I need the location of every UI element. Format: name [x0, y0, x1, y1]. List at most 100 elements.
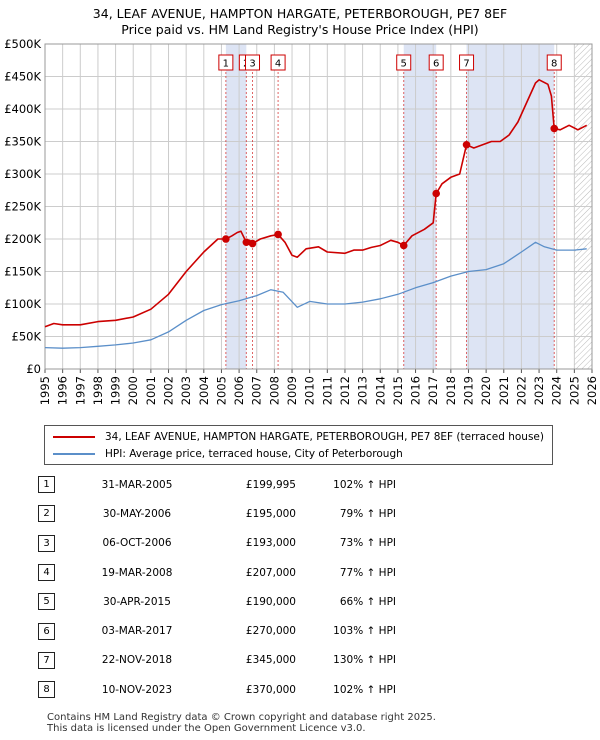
- table-row: 7 22-NOV-2018 £345,000 130% ↑ HPI: [38, 646, 396, 675]
- legend-label-hpi: HPI: Average price, terraced house, City…: [105, 448, 403, 460]
- legend-item-hpi: HPI: Average price, terraced house, City…: [53, 446, 403, 462]
- sale-hpi-change: 102% ↑ HPI: [333, 478, 396, 491]
- sale-label-box-7: [459, 54, 475, 71]
- x-tick-label: 2011: [320, 376, 334, 405]
- sale-hpi-change: 66% ↑ HPI: [339, 595, 396, 608]
- sale-point-7: [462, 140, 471, 149]
- sale-date: 30-MAY-2006: [102, 507, 172, 520]
- x-tick-label: 2021: [497, 376, 511, 405]
- sale-label-box-3: [245, 54, 261, 71]
- sale-number: 1: [38, 476, 55, 494]
- x-tick-label: 1997: [73, 376, 87, 405]
- x-tick-label: 2020: [479, 376, 493, 405]
- sale-point-3: [248, 239, 257, 248]
- y-tick-label: £400K: [4, 102, 41, 116]
- series-line-hpi: [44, 241, 587, 349]
- sale-hpi-change: 77% ↑ HPI: [339, 566, 396, 579]
- sale-date: 30-APR-2015: [103, 595, 171, 608]
- sale-label-7: 7: [463, 59, 469, 70]
- x-tick-label: 2015: [391, 376, 405, 405]
- sale-number-cell: 7: [38, 646, 78, 675]
- y-tick-label: £0: [26, 362, 41, 376]
- x-tick-label: 2004: [197, 376, 211, 405]
- sale-point-2: [242, 238, 251, 247]
- x-tick-label: 2007: [250, 376, 264, 405]
- x-tick-label: 2005: [214, 376, 228, 405]
- x-tick-label: 2009: [285, 376, 299, 405]
- x-tick-label: 2019: [461, 376, 475, 405]
- table-row: 6 03-MAR-2017 £270,000 103% ↑ HPI: [38, 616, 396, 645]
- sale-label-3: 3: [249, 59, 255, 70]
- y-tick-label: £200K: [4, 232, 41, 246]
- sale-price: £199,995: [245, 478, 296, 491]
- y-tick-label: £300K: [4, 167, 41, 181]
- sale-number: 6: [38, 622, 55, 640]
- y-tick-label: £250K: [4, 200, 41, 214]
- sale-date: 10-NOV-2023: [101, 683, 173, 696]
- table-row: 4 19-MAR-2008 £207,000 77% ↑ HPI: [38, 558, 396, 587]
- sale-date: 22-NOV-2018: [101, 654, 173, 667]
- footer: Contains HM Land Registry data © Crown c…: [47, 712, 436, 734]
- x-tick-label: 2013: [356, 376, 370, 405]
- x-tick-label: 2016: [409, 376, 423, 405]
- x-tick-label: 2012: [338, 376, 352, 405]
- legend-swatch-hpi: [53, 453, 95, 455]
- x-tick-label: 2018: [444, 376, 458, 405]
- plot-frame: [44, 43, 593, 370]
- sale-label-1: 1: [223, 59, 229, 70]
- sale-number-cell: 5: [38, 587, 78, 616]
- sale-label-box-8: [546, 54, 562, 71]
- y-tick-label: £50K: [12, 330, 42, 344]
- sale-number-cell: 1: [38, 470, 78, 499]
- sale-number-cell: 4: [38, 558, 78, 587]
- x-tick-label: 2003: [179, 376, 193, 405]
- sale-price: £345,000: [245, 654, 296, 667]
- sale-date: 03-MAR-2017: [101, 625, 173, 638]
- x-tick-label: 1995: [38, 376, 52, 405]
- sale-price: £195,000: [245, 507, 296, 520]
- sale-price: £190,000: [245, 595, 296, 608]
- sale-point-6: [432, 189, 440, 198]
- sale-point-4: [274, 230, 282, 239]
- sale-label-4: 4: [275, 59, 281, 70]
- sale-date: 06-OCT-2006: [102, 537, 172, 550]
- sale-point-5: [399, 241, 408, 250]
- x-tick-label: 2002: [162, 376, 176, 405]
- x-tick-label: 2000: [126, 376, 140, 405]
- sale-number: 8: [38, 681, 55, 699]
- sale-label-8: 8: [551, 59, 557, 70]
- sale-price: £193,000: [245, 537, 296, 550]
- legend: 34, LEAF AVENUE, HAMPTON HARGATE, PETERB…: [44, 425, 553, 465]
- sale-point-8: [550, 124, 559, 133]
- x-tick-label: 2017: [426, 376, 440, 405]
- x-tick-label: 2014: [373, 376, 387, 405]
- x-tick-label: 2006: [232, 376, 246, 405]
- table-row: 5 30-APR-2015 £190,000 66% ↑ HPI: [38, 587, 396, 616]
- sale-label-box-6: [428, 54, 444, 71]
- sale-number: 5: [38, 593, 55, 611]
- chart-title: 34, LEAF AVENUE, HAMPTON HARGATE, PETERB…: [92, 6, 508, 21]
- sale-label-box-1: [218, 54, 234, 71]
- sale-number-cell: 2: [38, 499, 78, 528]
- x-tick-label: 2024: [550, 376, 564, 405]
- y-tick-label: £500K: [4, 37, 41, 51]
- x-tick-label: 2023: [532, 376, 546, 405]
- x-tick-label: 2008: [267, 376, 281, 405]
- sale-hpi-change: 103% ↑ HPI: [333, 625, 396, 638]
- sale-number: 3: [38, 534, 55, 552]
- sale-date: 31-MAR-2005: [101, 478, 173, 491]
- x-tick-label: 2025: [567, 376, 581, 405]
- sale-label-box-5: [396, 54, 412, 71]
- x-tick-label: 2022: [514, 376, 528, 405]
- sale-date: 19-MAR-2008: [101, 566, 173, 579]
- x-tick-label: 2010: [303, 376, 317, 405]
- sale-label-5: 5: [401, 59, 407, 70]
- sale-point-1: [222, 235, 230, 243]
- series-line-property: [44, 79, 588, 328]
- x-tick-label: 2001: [144, 376, 158, 405]
- sale-label-box-4: [270, 54, 286, 71]
- x-tick-label: 2026: [585, 376, 599, 405]
- footer-copyright: Contains HM Land Registry data © Crown c…: [47, 712, 436, 723]
- sale-price: £207,000: [245, 566, 296, 579]
- sale-number: 4: [38, 564, 55, 582]
